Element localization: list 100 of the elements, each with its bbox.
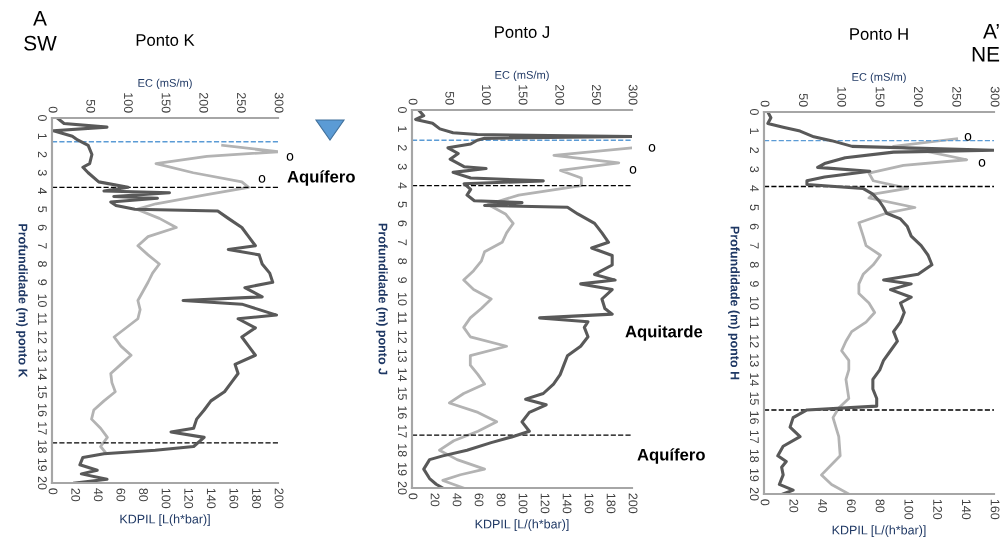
annotation: o [629,166,637,174]
y-tick-label: 5 [749,204,759,211]
x-tick-label: 40 [452,493,462,507]
x-tick-label: 80 [496,493,506,507]
y-tick-label: 10 [397,293,407,306]
x2-tick-label: 200 [913,86,923,107]
y-tick-label: 8 [397,258,407,265]
x2-tick-label: 0 [408,98,418,105]
x-tick-label: 200 [274,488,284,509]
y-tick-label: 11 [398,312,407,324]
x-tick-label: 100 [518,493,528,514]
x-tick-label: 40 [93,488,103,502]
chart-title: Ponto J [495,26,550,38]
y-tick-label: 5 [37,206,47,213]
y-tick-label: 19 [397,463,407,476]
x2-tick-label: 100 [837,87,847,107]
x2-tick-label: 50 [798,93,808,107]
text: SW [24,35,57,51]
y-axis-title: Profundidade (m) ponto J [376,223,388,375]
y-tick-label: 2 [398,144,407,151]
y-tick-label: 1 [398,126,407,132]
annotation: o [978,159,986,167]
y-tick-label: 19 [749,468,759,482]
x2-tick-label: 250 [952,86,962,107]
y-tick-label: 4 [38,187,47,195]
x-tick-label: 200 [628,493,638,514]
x-tick-label: 20 [71,488,81,502]
x-axis-title: KDPIL [L(h*bar)] [120,514,210,526]
y-tick-label: 11 [750,316,759,328]
y-tick-label: 16 [749,411,759,424]
x-tick-label: 160 [584,493,594,514]
y-tick-label: 3 [397,163,407,170]
x2-axis-title: EC (mS/m) [852,72,906,84]
y-tick-label: 14 [750,373,759,386]
y-tick-label: 13 [37,349,47,362]
x2-tick-label: 300 [274,92,284,113]
annotation: o [258,175,266,183]
y-tick-label: 10 [749,297,759,310]
x2-tick-label: 50 [86,99,96,113]
x-tick-label: 120 [184,488,194,509]
y-tick-label: 9 [749,281,759,287]
y-axis-title: Profundidade (m) ponto K [16,224,28,378]
y-tick-label: 20 [37,476,47,490]
x-tick-label: 140 [562,493,572,514]
x-axis-title: KDPIL [L/(h*bar)] [475,519,569,531]
y-tick-label: 18 [397,444,407,457]
y-tick-label: 9 [397,277,407,283]
y-tick-label: 0 [397,107,407,113]
text: A [33,11,47,26]
x2-tick-label: 250 [236,92,246,113]
x2-tick-label: 300 [990,86,1000,107]
y-tick-label: 15 [749,392,759,405]
y-tick-label: 18 [37,440,47,453]
x2-tick-label: 150 [518,85,528,105]
annotation: Aquitarde [625,325,703,341]
x-tick-label: 100 [161,488,171,509]
x2-tick-label: 150 [875,87,885,107]
y-tick-label: 6 [397,220,407,227]
x-tick-label: 20 [789,499,799,513]
x-tick-label: 0 [48,488,58,495]
y-tick-label: 3 [37,169,47,176]
x-tick-label: 100 [904,499,914,520]
x-tick-label: 120 [933,499,942,520]
y-tick-label: 0 [749,109,759,115]
y-tick-label: 0 [37,115,47,121]
y-tick-label: 2 [750,147,759,154]
text: o [648,144,656,152]
x2-tick-label: 0 [48,106,58,113]
annotation: o [964,133,972,141]
x2-tick-label: 250 [591,84,601,105]
y-tick-label: 17 [750,430,759,444]
x-tick-label: 0 [760,499,770,506]
y-tick-label: 19 [37,458,47,472]
x-tick-label: 60 [846,499,856,513]
x-tick-label: 20 [430,493,440,507]
x-tick-label: 60 [116,488,126,502]
y-tick-label: 4 [398,182,407,189]
x2-tick-label: 100 [123,93,133,113]
x-tick-label: 80 [139,488,148,502]
y-tick-label: 13 [397,349,407,363]
x2-tick-label: 50 [445,91,455,105]
x2-tick-label: 200 [199,92,209,113]
x-tick-label: 120 [540,493,550,514]
y-tick-label: 2 [38,151,47,158]
y-axis-title: Profundidade (m) ponto H [728,226,740,380]
y-tick-label: 9 [37,279,47,286]
y-tick-label: 14 [38,367,47,381]
x2-axis-title: EC (mS/m) [495,70,549,82]
x2-tick-label: 300 [628,84,638,105]
y-tick-label: 10 [37,294,47,307]
text: A’ [983,24,999,39]
y-tick-label: 16 [37,404,47,417]
y-tick-label: 7 [750,242,759,249]
x2-axis-title: EC (mS/m) [138,78,192,90]
y-tick-label: 15 [37,385,47,399]
y-tick-label: 7 [398,239,407,246]
y-tick-label: 18 [749,449,759,463]
x-tick-label: 140 [206,488,216,509]
y-tick-label: 3 [749,166,759,173]
x-tick-label: 160 [990,499,1000,520]
